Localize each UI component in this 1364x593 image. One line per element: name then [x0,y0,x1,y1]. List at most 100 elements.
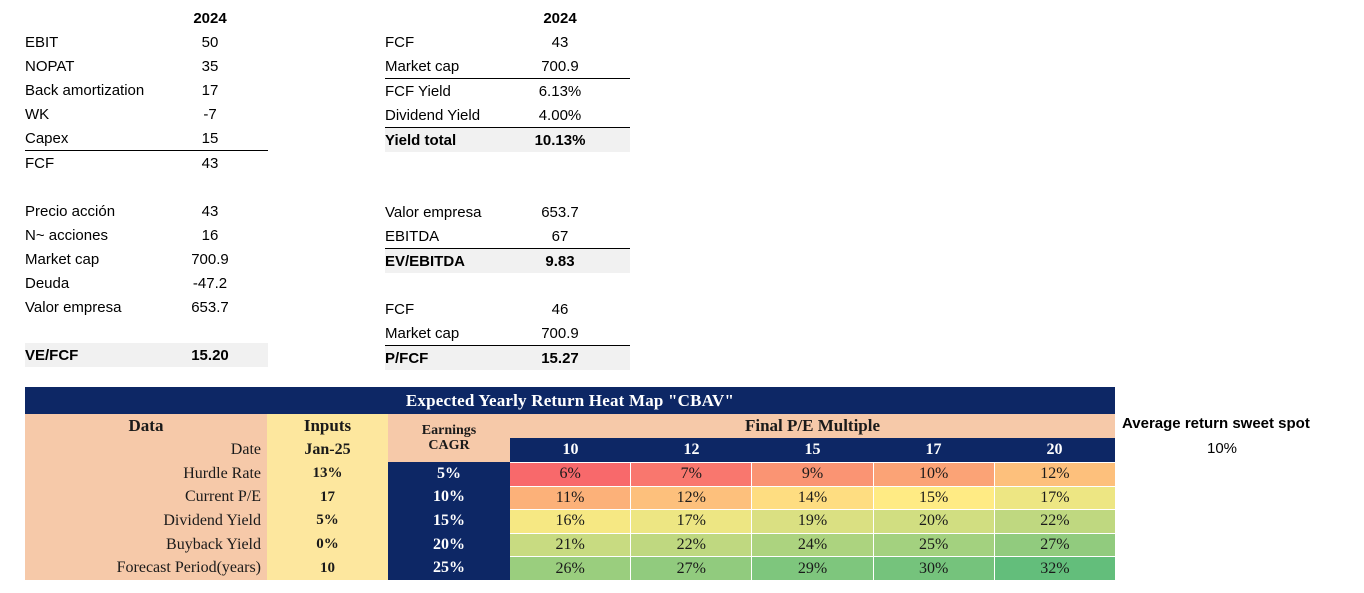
annotation-value: 10% [1206,440,1238,457]
heat-cell: 20% [873,509,995,533]
table-row: FCF Yield 6.13% [385,79,630,103]
data-header: Data [128,416,164,435]
average-return-annotation: Average return sweet spot 10% [1122,415,1322,457]
table-row: Dividend Yield 4.00% [385,103,630,128]
heat-cell: 9% [752,462,874,486]
row-label: Valor empresa [25,298,122,316]
input-label-date: Date [230,441,261,458]
earnings-cagr-header: Earnings CAGR [388,414,510,462]
heat-cell: 22% [994,509,1116,533]
ratio-value: 15.27 [541,349,579,367]
spacer [385,273,630,297]
table-row: EBIT 50 [25,30,268,54]
spacer [25,175,268,199]
row-value: 700.9 [541,57,579,75]
pe-columns-row: 10 12 15 17 20 [510,438,1115,462]
input-label-dividend-yield: Dividend Yield [163,511,261,529]
heat-cell: 32% [994,556,1116,580]
data-column: Data Date Hurdle Rate Current P/E Divide… [25,414,267,580]
ratio-label: VE/FCF [25,346,79,364]
year-header-row: 2024 [385,6,630,30]
table-row: FCF 43 [385,30,630,54]
total-value: 10.13% [534,131,586,149]
row-value: 4.00% [538,106,582,124]
row-value: 67 [551,227,569,245]
final-pe-header: Final P/E Multiple [510,414,1115,438]
heat-cell: 11% [510,485,632,510]
table-row: Capex 15 [25,126,268,151]
row-label: Market cap [25,250,100,268]
row-label: WK [25,105,50,123]
table-row: FCF 43 [25,151,268,175]
row-value: 50 [201,33,219,51]
heat-cell: 30% [873,556,995,580]
row-value: 43 [201,154,219,172]
spacer [385,152,630,200]
ve-fcf-ratio-row: VE/FCF 15.20 [25,343,268,367]
row-label: Market cap [385,324,460,342]
table-row: N~ acciones 16 [25,223,268,247]
row-value: 653.7 [541,203,579,221]
input-label-buyback-yield: Buyback Yield [166,535,261,553]
cagr-row-label: 25% [388,556,510,580]
pe-column-header: 12 [683,441,700,458]
heat-cell: 6% [510,462,632,486]
input-value-forecast-period[interactable]: 10 [320,559,335,576]
table-row: Valor empresa 653.7 [385,200,630,224]
heat-row: 6% 7% 9% 10% 12% [510,462,1116,486]
row-label: EBIT [25,33,59,51]
annotation-title: Average return sweet spot [1122,415,1310,432]
row-value: -47.2 [192,274,228,292]
input-value-current-pe[interactable]: 17 [320,488,335,505]
row-label: Deuda [25,274,70,292]
cagr-header-line2: CAGR [428,438,470,453]
pe-multiple-grid: Final P/E Multiple 10 12 15 17 20 6% 7% … [510,414,1116,580]
table-row: Market cap 700.9 [385,54,630,79]
heat-cell: 27% [994,532,1116,557]
input-value-dividend-yield[interactable]: 5% [316,512,339,529]
heat-cell: 21% [510,532,632,557]
row-label: FCF [25,154,55,172]
heat-cell: 29% [752,556,874,580]
row-value: 700.9 [541,324,579,342]
row-value: 700.9 [191,250,229,268]
row-label: Market cap [385,57,460,75]
row-value: 16 [201,226,219,244]
year-header-row: 2024 [25,6,268,30]
ratio-value: 15.20 [191,346,229,364]
fcf-calculation-block: 2024 EBIT 50 NOPAT 35 Back amortization … [25,6,268,367]
input-value-hurdle-rate[interactable]: 13% [312,465,343,482]
heat-cell: 14% [752,485,874,510]
heat-row: 26% 27% 29% 30% 32% [510,556,1116,580]
heatmap-title: Expected Yearly Return Heat Map "CBAV" [25,387,1115,414]
row-label: FCF [385,33,415,51]
heat-cell: 19% [752,509,874,533]
pe-column-header: 10 [562,441,579,458]
year-header: 2024 [193,9,227,27]
table-row: Valor empresa 653.7 [25,295,268,319]
heat-cell: 17% [631,509,753,533]
input-value-date[interactable]: Jan-25 [304,441,351,458]
cagr-row-label: 15% [388,509,510,533]
row-value: -7 [203,105,217,123]
table-row: WK -7 [25,102,268,126]
row-value: 35 [201,57,219,75]
row-label: NOPAT [25,57,75,75]
table-row: Market cap 700.9 [25,247,268,271]
inputs-header: Inputs [303,416,352,435]
heat-cell: 7% [631,462,753,486]
pe-column-header: 20 [1046,441,1063,458]
row-value: 15 [201,129,219,147]
input-label-forecast-period: Forecast Period(years) [116,559,261,577]
heat-cell: 25% [873,532,995,557]
heat-cell: 15% [873,485,995,510]
ratio-label: EV/EBITDA [385,252,466,270]
row-value: 6.13% [538,82,582,100]
earnings-cagr-column: Earnings CAGR 5% 10% 15% 20% 25% [388,414,510,580]
total-label: Yield total [385,131,457,149]
input-value-buyback-yield[interactable]: 0% [316,536,339,553]
heatmap-table: Expected Yearly Return Heat Map "CBAV" D… [25,387,1116,580]
year-header: 2024 [543,9,577,27]
heat-cell: 10% [873,462,995,486]
